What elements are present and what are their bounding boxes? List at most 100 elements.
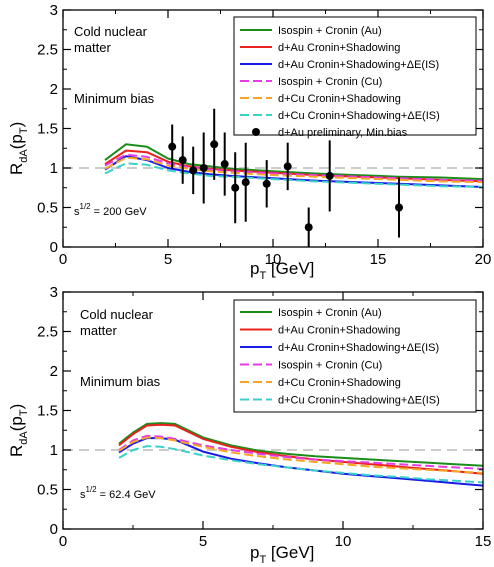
series-line-4 (118, 434, 484, 470)
legend-label-3: d+Au Cronin+Shadowing+ΔE(IS) (278, 342, 439, 354)
data-point (168, 142, 177, 151)
y-tick-label: 1.5 (37, 121, 58, 138)
y-axis-label: RdA(pT) (7, 122, 30, 175)
annotation-energy: s1/2 = 62.4 GeV (80, 485, 156, 501)
series-line-1 (118, 422, 484, 467)
data-point (210, 140, 219, 149)
y-label-sub2: T (18, 127, 30, 134)
x-tick-label: 5 (164, 251, 172, 268)
data-point (199, 164, 208, 172)
legend-label-6: d+Cu Cronin+Shadowing+ΔE(IS) (278, 395, 440, 407)
series-line-6 (104, 162, 484, 188)
y-tick-label: 1 (50, 442, 58, 459)
y-tick-label: 0 (50, 239, 58, 256)
x-axis-label: pT [GeV] (250, 543, 314, 566)
series-layer (118, 422, 484, 487)
annotation-title-line2: matter (80, 323, 118, 338)
y-tick-label: 1.5 (37, 403, 58, 420)
series-line-6 (118, 445, 484, 484)
y-tick-label: 0 (50, 521, 58, 538)
y-tick-label: 1 (50, 160, 58, 177)
series-line-2 (118, 423, 484, 475)
energy-s: s (80, 489, 86, 501)
y-label-main: R (7, 445, 26, 457)
annotation-energy: s1/2 = 200 GeV (74, 202, 147, 218)
series-line-5 (118, 436, 484, 474)
data-point (325, 171, 334, 180)
energy-s: s (74, 206, 80, 218)
energy-value: = 200 GeV (91, 206, 148, 218)
y-label-open: (p (7, 134, 26, 149)
data-point (241, 178, 250, 187)
y-label-sub2: T (18, 409, 30, 416)
data-point (262, 179, 271, 188)
legend-label-2: d+Au Cronin+Shadowing (278, 42, 400, 54)
x-tick-label: 20 (475, 251, 492, 268)
series-line-1 (104, 143, 484, 181)
series-line-4 (104, 153, 484, 182)
x-label-sub: T (259, 270, 266, 282)
x-tick-label: 10 (265, 251, 282, 268)
legend-label-5: d+Cu Cronin+Shadowing (278, 93, 401, 105)
legend-label-1: Isospin + Cronin (Au) (278, 307, 382, 319)
legend-label-5: d+Cu Cronin+Shadowing (278, 377, 401, 389)
y-label-main: R (7, 163, 26, 175)
data-point (178, 156, 187, 165)
y-tick-label: 0.5 (37, 200, 58, 217)
x-label-unit: [GeV] (266, 259, 314, 278)
legend-label-1: Isospin + Cronin (Au) (278, 25, 382, 37)
y-tick-label: 2.5 (37, 324, 58, 341)
data-point (231, 183, 240, 192)
series-layer (104, 143, 484, 188)
y-label-sub: dA (18, 431, 30, 445)
annotation-title-line2: matter (74, 40, 112, 55)
energy-sup: 1/2 (80, 202, 92, 211)
y-label-close: ) (7, 404, 26, 410)
series-line-5 (104, 156, 484, 184)
energy-sup: 1/2 (86, 485, 98, 494)
x-label-sub: T (259, 554, 266, 566)
y-tick-label: 2 (50, 81, 58, 98)
data-points-layer (168, 108, 403, 247)
legend: Isospin + Cronin (Au) d+Au Cronin+Shadowi… (233, 299, 477, 413)
y-axis-label: RdA(pT) (7, 404, 30, 457)
y-label-sub: dA (18, 149, 30, 163)
x-tick-label: 0 (59, 533, 67, 550)
annotation-title-line1: Cold nuclear (80, 307, 154, 322)
legend-label-6: d+Cu Cronin+Shadowing+ΔE(IS) (278, 110, 440, 122)
legend-label-points: d+Au preliminary, Min.bias (278, 127, 408, 139)
x-tick-label: 5 (199, 533, 207, 550)
legend: Isospin + Cronin (Au) d+Au Cronin+Shadowi… (233, 16, 477, 139)
legend-box (233, 299, 477, 413)
x-tick-label: 15 (475, 533, 492, 550)
y-tick-label: 0.5 (37, 482, 58, 499)
tick-layer: 0 5 10 15 0 0.5 1 1.5 2 2.5 3 (37, 284, 491, 550)
x-label-main: p (250, 543, 259, 562)
y-tick-label: 3 (50, 284, 58, 301)
x-label-unit: [GeV] (266, 543, 314, 562)
legend-box (233, 16, 477, 136)
legend-label-2: d+Au Cronin+Shadowing (278, 325, 400, 337)
data-point (283, 162, 292, 171)
data-point (189, 166, 198, 175)
x-tick-label: 15 (370, 251, 387, 268)
data-point (304, 223, 313, 232)
energy-value: = 62.4 GeV (97, 489, 157, 501)
panel-top: 0 5 10 15 20 0 0.5 1 1.5 2 2.5 3 Cold nuclear matte… (7, 2, 491, 282)
x-tick-label: 0 (59, 251, 67, 268)
annotation-bias: Minimum bias (80, 374, 161, 389)
x-label-main: p (250, 259, 259, 278)
tick-layer: 0 5 10 15 20 0 0.5 1 1.5 2 2.5 3 (37, 2, 491, 268)
y-tick-label: 2 (50, 363, 58, 380)
y-tick-label: 2.5 (37, 42, 58, 59)
legend-label-3: d+Au Cronin+Shadowing+ΔE(IS) (278, 59, 439, 71)
y-label-close: ) (7, 122, 26, 128)
legend-label-4: Isospin + Cronin (Cu) (278, 360, 382, 372)
legend-label-4: Isospin + Cronin (Cu) (278, 76, 382, 88)
x-axis-label: pT [GeV] (250, 259, 314, 282)
legend-swatch-points (252, 128, 260, 136)
x-tick-label: 10 (335, 533, 352, 550)
annotation-bias: Minimum bias (74, 91, 155, 106)
